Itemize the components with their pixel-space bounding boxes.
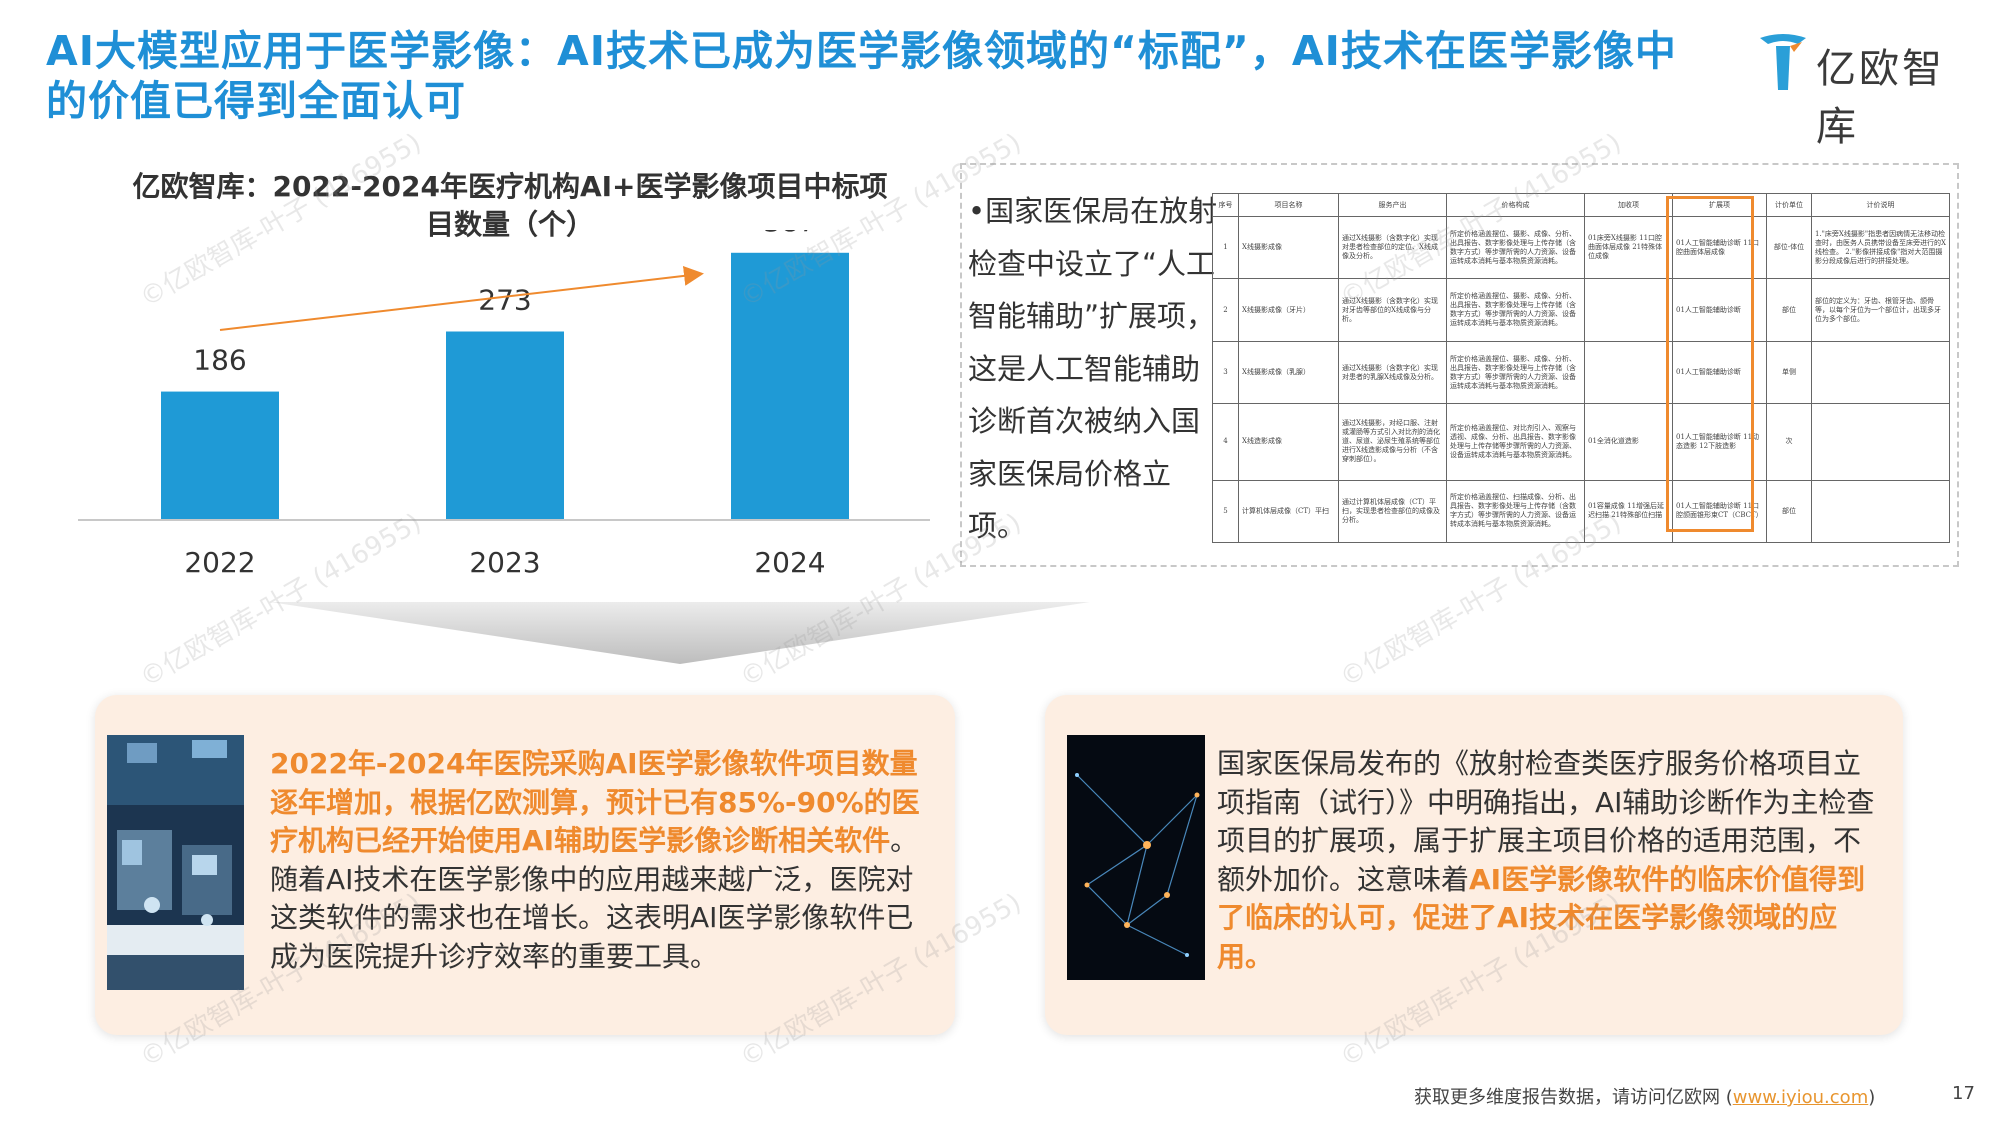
footer-link[interactable]: www.iyiou.com xyxy=(1732,1087,1869,1108)
card-left-plain: 。随着AI技术在医学影像中的应用越来越广泛，医院对这类软件的需求也在增长。这表明… xyxy=(270,824,919,973)
doc-table-cell: 所定价格涵盖摆位、扫描成像、分析、出具报告、数字影像处理与上传存储（含数字方式）… xyxy=(1446,479,1585,544)
card-hospital-adoption: 2022年-2024年医院采购AI医学影像软件项目数量逐年增加，根据亿欧测算，预… xyxy=(95,695,955,1035)
card-right-plain: 国家医保局发布的《放射检查类医疗服务价格项目立项指南（试行）》中明确指出，AI辅… xyxy=(1217,747,1875,896)
ai-network-image xyxy=(1067,735,1205,980)
doc-table-cell: 计算机体层成像（CT）平扫 xyxy=(1238,479,1339,544)
doc-table-header: 加收项 xyxy=(1584,193,1673,217)
doc-table-row: 5 计算机体层成像（CT）平扫 通过计算机体层成像（CT）平扫，实现患者检查部位的成… xyxy=(1212,479,1950,544)
doc-table-cell: X线造影成像 xyxy=(1238,403,1339,481)
card-right-highlight: AI医学影像软件的临床价值得到了临床的认可，促进了AI技术在医学影像领域的应用。 xyxy=(1217,862,1866,973)
doc-table-cell: X线摄影成像（牙片） xyxy=(1238,278,1339,342)
price-guideline-table: 序号 项目名称 服务产出 价格构成 加收项 扩展项 计价单位 计价说明 1 X线摄影成像 通过X线… xyxy=(1212,193,1950,544)
doc-table-header: 计价单位 xyxy=(1766,193,1812,217)
doc-table-cell: 4 xyxy=(1212,403,1239,481)
card-insurance-policy: 国家医保局发布的《放射检查类医疗服务价格项目立项指南（试行）》中明确指出，AI辅… xyxy=(1045,695,1903,1035)
card-left-text: 2022年-2024年医院采购AI医学影像软件项目数量逐年增加，根据亿欧测算，预… xyxy=(270,745,920,976)
footer-text: 获取更多维度报告数据，请访问亿欧网 ( xyxy=(1414,1087,1733,1108)
doc-table-cell: 通过计算机体层成像（CT）平扫，实现患者检查部位的成像及分析。 xyxy=(1338,479,1447,544)
x-tick-label-2022: 2022 xyxy=(184,546,255,579)
footer-close-paren: ) xyxy=(1868,1087,1876,1108)
page-number: 17 xyxy=(1952,1083,1975,1104)
doc-table-header: 计价说明 xyxy=(1811,193,1950,217)
x-tick-label-2023: 2023 xyxy=(469,546,540,579)
doc-table-cell: X线摄影成像（乳腺） xyxy=(1238,340,1339,405)
doc-table-cell: 所定价格涵盖摆位、摄影、成像、分析、出具报告、数字影像处理与上传存储（含数字方式… xyxy=(1446,340,1585,405)
doc-table-header: 价格构成 xyxy=(1446,193,1585,217)
bar-chart: 186 2022 273 2023 387 2024 xyxy=(78,230,930,579)
doc-table-cell: 2 xyxy=(1212,278,1239,342)
doc-table-cell: 通过X线摄影（含数字化）实现对患者检查部位的定位、X线成像及分析。 xyxy=(1338,215,1447,280)
trend-arrow xyxy=(219,265,704,331)
funnel-arrow xyxy=(270,602,1090,664)
card-left-highlight: 2022年-2024年医院采购AI医学影像软件项目数量逐年增加，根据亿欧测算，预… xyxy=(270,747,920,857)
doc-table-cell xyxy=(1811,403,1950,481)
doc-table-cell: 所定价格涵盖摆位、摄影、成像、分析、出具报告、数字影像处理与上传存储（含数字方式… xyxy=(1446,215,1585,280)
lab-photo xyxy=(107,735,244,990)
brand-logo: 亿欧智库 xyxy=(1758,30,1978,150)
doc-table-row: 1 X线摄影成像 通过X线摄影（含数字化）实现对患者检查部位的定位、X线成像及分析。… xyxy=(1212,215,1950,280)
doc-table-cell: 部位 xyxy=(1766,278,1812,342)
policy-bullet-text: •国家医保局在放射检查中设立了“人工智能辅助”扩展项，这是人工智能辅助诊断首次被… xyxy=(968,194,1218,543)
doc-table-cell: 部位的定义为：牙齿、根管牙齿、颌骨等，以每个牙位为一个部位计，出现多牙位为多个部… xyxy=(1811,278,1950,342)
doc-table-cell: X线摄影成像 xyxy=(1238,215,1339,280)
doc-table-cell: 3 xyxy=(1212,340,1239,405)
extension-column-highlight xyxy=(1666,196,1754,532)
doc-table-cell: 通过X线摄影，对经口服、注射或灌肠等方式引入对比剂的消化道、尿道、泌尿生殖系统等… xyxy=(1338,403,1447,481)
doc-table-row: 2 X线摄影成像（牙片） 通过X线摄影（含数字化）实现对牙齿等部位的X线成像与分析。… xyxy=(1212,278,1950,342)
doc-table-header: 项目名称 xyxy=(1238,193,1339,217)
page-title: AI大模型应用于医学影像：AI技术已成为医学影像领域的“标配”，AI技术在医学影… xyxy=(46,27,1677,125)
doc-table-row: 3 X线摄影成像（乳腺） 通过X线摄影（含数字化）实现对患者的乳腺X线成像及分析。所… xyxy=(1212,340,1950,405)
card-right-text: 国家医保局发布的《放射检查类医疗服务价格项目立项指南（试行）》中明确指出，AI辅… xyxy=(1217,745,1882,976)
doc-table-cell: 部位 xyxy=(1766,479,1812,544)
doc-table-cell: 01床旁X线摄影 11口腔曲面体层成像 21特殊体位成像 xyxy=(1584,215,1673,280)
doc-table-cell: 01容量成像 11增强后延迟扫描 21特殊部位扫描 xyxy=(1584,479,1673,544)
doc-table-header: 序号 xyxy=(1212,193,1239,217)
doc-table-cell xyxy=(1584,340,1673,405)
doc-table-header: 服务产出 xyxy=(1338,193,1447,217)
logo-text: 亿欧智库 xyxy=(1816,46,1945,150)
x-tick-label-2024: 2024 xyxy=(754,546,825,579)
bar-2024 xyxy=(731,252,849,521)
logo-mark-icon xyxy=(1760,34,1806,90)
doc-table-cell xyxy=(1811,479,1950,544)
bar-2023 xyxy=(446,331,564,520)
doc-table-cell: 1 xyxy=(1212,215,1239,280)
bar-2022 xyxy=(161,391,279,520)
doc-table-cell: 5 xyxy=(1212,479,1239,544)
doc-table-row: 4 X线造影成像 通过X线摄影，对经口服、注射或灌肠等方式引入对比剂的消化道、尿道、… xyxy=(1212,403,1950,481)
data-label-2022: 186 xyxy=(193,344,246,377)
footer-note: 获取更多维度报告数据，请访问亿欧网 (www.iyiou.com) xyxy=(1414,1083,1875,1109)
doc-table-cell: 01全消化道造影 xyxy=(1584,403,1673,481)
policy-panel xyxy=(960,163,1959,567)
doc-table-cell: 部位-体位 xyxy=(1766,215,1812,280)
doc-table-cell: 通过X线摄影（含数字化）实现对牙齿等部位的X线成像与分析。 xyxy=(1338,278,1447,342)
doc-table-cell xyxy=(1584,278,1673,342)
doc-table-cell: 1."床旁X线摄影"指患者因病情无法移动检查时，由医务人员携带设备至床旁进行的X… xyxy=(1811,215,1950,280)
doc-table-cell: 单侧 xyxy=(1766,340,1812,405)
doc-table-cell: 通过X线摄影（含数字化）实现对患者的乳腺X线成像及分析。 xyxy=(1338,340,1447,405)
chart-title: 亿欧智库：2022-2024年医疗机构AI+医学影像项目中标项目数量（个） xyxy=(132,170,888,241)
doc-table-cell xyxy=(1811,340,1950,405)
doc-table-cell: 所定价格涵盖摆位、对比剂引入、观察与透视、成像、分析、出具报告、数字影像处理与上… xyxy=(1446,403,1585,481)
doc-table-cell: 所定价格涵盖摆位、摄影、成像、分析、出具报告、数字影像处理与上传存储（含数字方式… xyxy=(1446,278,1585,342)
doc-table-cell: 次 xyxy=(1766,403,1812,481)
data-label-2024: 387 xyxy=(763,230,816,238)
data-label-2023: 273 xyxy=(478,284,531,317)
